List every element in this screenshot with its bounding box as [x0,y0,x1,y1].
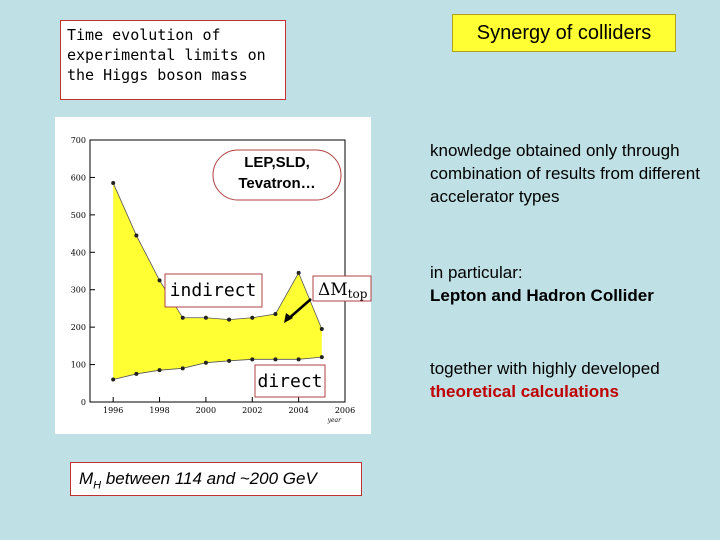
upper-point [134,233,139,238]
y-tick-label: 100 [71,361,86,370]
point-lead: together with highly developed [430,359,660,378]
lower-point [157,368,162,373]
band [113,183,322,380]
lower-point [180,366,185,371]
y-tick-label: 600 [71,173,86,182]
point-bold: theoretical calculations [430,382,619,401]
x-tick-label: 1998 [149,406,169,415]
label-box [212,149,342,201]
lower-point [111,377,116,382]
label-box [254,364,326,398]
delta-m-label: ΔMtop [318,280,368,301]
upper-point [296,270,301,275]
y-tick-label: 0 [81,398,86,407]
upper-limit-line [112,182,323,330]
lower-point [203,360,208,365]
arrow [286,298,312,321]
slide-title: Synergy of colliders [452,14,676,52]
arrow-head [284,313,293,323]
upper-point [180,315,185,320]
delta-m: ΔM [318,280,348,300]
x-tick-label: 2002 [242,406,262,415]
upper-point [203,315,208,320]
upper-point [250,315,255,320]
x-tick-label: 1996 [103,406,123,415]
point: together with highly developed theoretic… [430,357,700,403]
y-tick-label: 200 [71,323,86,332]
lower-point [273,357,278,362]
label-wrap: LEP,SLD, Tevatron… [238,154,316,192]
label-box [164,273,263,308]
point-lead: in particular: [430,263,523,282]
plot-frame [89,139,346,403]
label-box [312,275,372,302]
point-bold: Lepton and Hadron Collider [430,286,654,305]
mass-text: between 114 and ~200 GeV [101,469,317,488]
caption: Time evolution of experimental limits on… [60,20,286,100]
upper-point [111,181,116,186]
upper-point [273,312,278,317]
lower-point [296,357,301,362]
direct-label: direct [257,371,322,392]
y-tick-label: 700 [71,136,86,145]
lower-point [134,371,139,376]
mass-sub: H [93,479,102,492]
y-tick-label: 300 [71,286,86,295]
mass-symbol: M [79,469,94,488]
point: knowledge obtained only through combinat… [430,141,700,206]
upper-point [227,317,232,322]
x-tick-label: 2000 [196,406,216,415]
x-axis-label: year [327,417,343,424]
lower-point [227,358,232,363]
mass-note: MH between 114 and ~200 GeV [70,462,362,496]
experiments-label: LEP,SLD, Tevatron… [238,154,316,192]
delta-m-sub: top [348,287,368,301]
y-tick-label: 400 [71,248,86,257]
y-tick-label: 500 [71,211,86,220]
x-tick-label: 2004 [288,406,308,415]
indirect-label: indirect [170,280,257,301]
upper-point [157,278,162,283]
point: in particular: Lepton and Hadron Collider [430,261,700,307]
lower-point [319,355,324,360]
lower-point [250,357,255,362]
lower-limit-line [113,356,322,380]
x-tick-label: 2006 [335,406,355,415]
upper-point [319,327,324,332]
